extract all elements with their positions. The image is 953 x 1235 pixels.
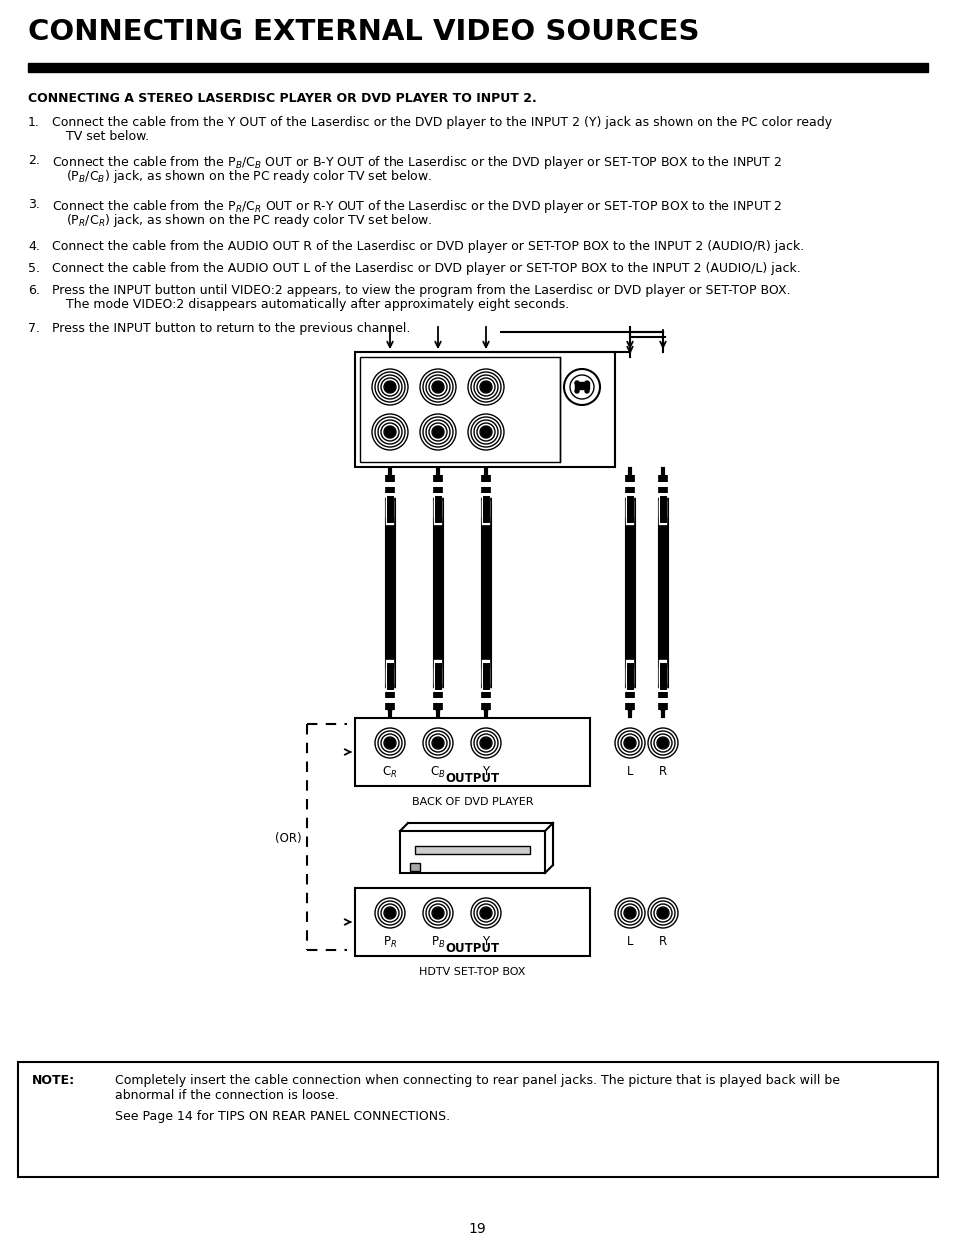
Circle shape [584,389,588,393]
Text: OUTPUT: OUTPUT [445,772,499,785]
Text: P$_R$: P$_R$ [382,935,396,950]
Text: OUTPUT: OUTPUT [445,942,499,955]
Text: Y: Y [482,764,489,778]
Text: Connect the cable from the P$_R$/C$_R$ OUT or R-Y OUT of the Laserdisc or the DV: Connect the cable from the P$_R$/C$_R$ O… [52,198,781,215]
Circle shape [575,382,578,385]
Circle shape [433,739,442,748]
Text: Connect the cable from the Y OUT of the Laserdisc or the DVD player to the INPUT: Connect the cable from the Y OUT of the … [52,116,831,128]
Circle shape [433,382,442,391]
Text: (OR): (OR) [275,832,302,845]
Circle shape [480,427,491,437]
Bar [355,718,589,785]
Circle shape [385,908,395,918]
Circle shape [480,739,491,748]
Circle shape [385,382,395,391]
Text: Completely insert the cable connection when connecting to rear panel jacks. The : Completely insert the cable connection w… [115,1074,840,1087]
Text: R: R [659,764,666,778]
Text: Y: Y [482,935,489,948]
Circle shape [624,739,635,748]
Bar [355,352,615,467]
Circle shape [658,908,667,918]
Circle shape [480,908,491,918]
Circle shape [385,739,395,748]
Text: L: L [626,935,633,948]
Text: C$_R$: C$_R$ [382,764,397,781]
Text: 2.: 2. [28,154,40,167]
Bar [28,63,927,72]
Text: CONNECTING EXTERNAL VIDEO SOURCES: CONNECTING EXTERNAL VIDEO SOURCES [28,19,699,46]
Circle shape [385,427,395,437]
Text: 19: 19 [468,1221,485,1235]
Text: TV set below.: TV set below. [66,130,149,143]
Text: 3.: 3. [28,198,40,211]
Bar [355,888,589,956]
Text: CONNECTING A STEREO LASERDISC PLAYER OR DVD PLAYER TO INPUT 2.: CONNECTING A STEREO LASERDISC PLAYER OR … [28,91,537,105]
Text: abnormal if the connection is loose.: abnormal if the connection is loose. [115,1089,338,1102]
Bar [359,357,559,462]
Text: (P$_R$/C$_R$) jack, as shown on the PC ready color TV set below.: (P$_R$/C$_R$) jack, as shown on the PC r… [66,212,432,228]
Bar [18,1062,937,1177]
Bar [410,863,419,871]
Text: P$_B$: P$_B$ [431,935,445,950]
Text: Connect the cable from the P$_B$/C$_B$ OUT or B-Y OUT of the Laserdisc or the DV: Connect the cable from the P$_B$/C$_B$ O… [52,154,781,170]
Bar [399,831,544,873]
Bar [415,846,530,853]
Circle shape [575,389,578,393]
Text: Press the INPUT button to return to the previous channel.: Press the INPUT button to return to the … [52,322,410,335]
Text: L: L [626,764,633,778]
Circle shape [624,908,635,918]
Text: (P$_B$/C$_B$) jack, as shown on the PC ready color TV set below.: (P$_B$/C$_B$) jack, as shown on the PC r… [66,168,432,185]
Circle shape [480,382,491,391]
Circle shape [584,382,588,385]
Text: Connect the cable from the AUDIO OUT R of the Laserdisc or DVD player or SET-TOP: Connect the cable from the AUDIO OUT R o… [52,240,803,253]
Bar [575,382,588,389]
Circle shape [433,908,442,918]
Text: NOTE:: NOTE: [32,1074,75,1087]
Text: Press the INPUT button until VIDEO:2 appears, to view the program from the Laser: Press the INPUT button until VIDEO:2 app… [52,284,790,296]
Text: BACK OF DVD PLAYER: BACK OF DVD PLAYER [412,797,533,806]
Circle shape [658,739,667,748]
Text: 1.: 1. [28,116,40,128]
Circle shape [433,427,442,437]
Text: 6.: 6. [28,284,40,296]
Text: C$_B$: C$_B$ [430,764,445,781]
Text: Connect the cable from the AUDIO OUT L of the Laserdisc or DVD player or SET-TOP: Connect the cable from the AUDIO OUT L o… [52,262,800,275]
Text: HDTV SET-TOP BOX: HDTV SET-TOP BOX [419,967,525,977]
Text: 5.: 5. [28,262,40,275]
Text: R: R [659,935,666,948]
Text: 7.: 7. [28,322,40,335]
Text: See Page 14 for TIPS ON REAR PANEL CONNECTIONS.: See Page 14 for TIPS ON REAR PANEL CONNE… [115,1110,450,1123]
Text: 4.: 4. [28,240,40,253]
Text: The mode VIDEO:2 disappears automatically after approximately eight seconds.: The mode VIDEO:2 disappears automaticall… [66,298,569,311]
